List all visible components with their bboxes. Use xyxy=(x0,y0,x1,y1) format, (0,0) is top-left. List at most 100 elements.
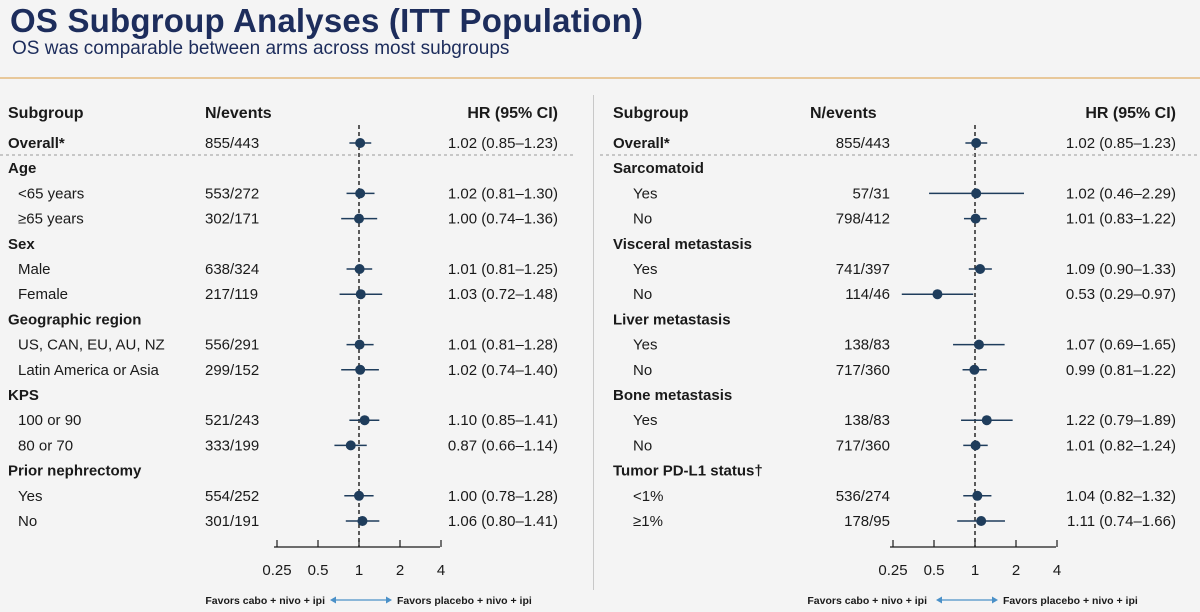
hr-ci-value: 1.07 (0.69–1.65) xyxy=(1066,337,1176,354)
hr-ci-value: 1.09 (0.90–1.33) xyxy=(1066,261,1176,278)
hr-point xyxy=(355,289,366,300)
subgroup-label: Male xyxy=(18,261,51,278)
arrow-left-head xyxy=(936,596,942,604)
hr-point xyxy=(975,264,986,274)
hr-point xyxy=(355,138,366,148)
n-events-value: 717/360 xyxy=(836,437,890,454)
hr-point xyxy=(981,415,992,426)
x-tick-label: 0.25 xyxy=(878,562,907,579)
subgroup-heading: Geographic region xyxy=(8,311,141,328)
slide-subtitle: OS was comparable between arms across mo… xyxy=(12,38,510,59)
subgroup-label: Yes xyxy=(633,412,657,429)
subgroup-heading: Tumor PD-L1 status† xyxy=(613,463,763,480)
hr-ci-value: 1.02 (0.85–1.23) xyxy=(1066,135,1176,152)
subgroup-label: Yes xyxy=(633,337,657,354)
hr-ci-value: 1.03 (0.72–1.48) xyxy=(448,286,558,303)
hr-point xyxy=(970,213,981,224)
hr-point xyxy=(354,490,364,501)
hr-point xyxy=(355,364,366,375)
column-header: N/events xyxy=(810,105,877,122)
column-header: Subgroup xyxy=(8,105,84,122)
hr-ci-value: 0.99 (0.81–1.22) xyxy=(1066,362,1176,379)
hr-point xyxy=(976,516,987,526)
x-tick-label: 2 xyxy=(1012,562,1020,579)
hr-point xyxy=(971,138,982,148)
hr-ci-value: 1.11 (0.74–1.66) xyxy=(1067,513,1176,530)
subgroup-label: No xyxy=(633,286,652,303)
hr-ci-value: 1.01 (0.83–1.22) xyxy=(1066,211,1176,228)
hr-ci-value: 1.02 (0.74–1.40) xyxy=(448,362,558,379)
hr-ci-value: 1.04 (0.82–1.32) xyxy=(1066,488,1176,505)
n-events-value: 178/95 xyxy=(844,513,890,530)
subgroup-heading: KPS xyxy=(8,387,39,404)
hr-ci-value: 0.53 (0.29–0.97) xyxy=(1066,286,1176,303)
subgroup-heading: Bone metastasis xyxy=(613,387,732,404)
hr-point xyxy=(355,188,366,199)
subgroup-label: 80 or 70 xyxy=(18,437,73,454)
hr-point xyxy=(354,213,364,224)
hr-point xyxy=(971,188,982,199)
n-events-value: 855/443 xyxy=(836,135,890,152)
n-events-value: 717/360 xyxy=(836,362,890,379)
subgroup-heading: Liver metastasis xyxy=(613,311,731,328)
n-events-value: 536/274 xyxy=(836,488,890,505)
subgroup-label: Yes xyxy=(633,185,657,202)
subgroup-label: No xyxy=(633,211,652,228)
n-events-value: 138/83 xyxy=(844,337,890,354)
column-header: HR (95% CI) xyxy=(467,105,558,122)
favors-left-label: Favors cabo + nivo + ipi xyxy=(205,595,325,607)
subgroup-label: ≥65 years xyxy=(18,211,84,228)
x-tick-label: 1 xyxy=(355,562,363,579)
n-events-value: 556/291 xyxy=(205,337,259,354)
subgroup-heading: Sex xyxy=(8,236,35,253)
column-header: N/events xyxy=(205,105,272,122)
column-header: Subgroup xyxy=(613,105,689,122)
hr-point xyxy=(357,516,368,526)
subgroup-label: Overall* xyxy=(613,135,670,152)
hr-point xyxy=(345,440,356,451)
n-events-value: 521/243 xyxy=(205,412,259,429)
subgroup-label: <65 years xyxy=(18,185,84,202)
n-events-value: 798/412 xyxy=(836,211,890,228)
hr-ci-value: 1.06 (0.80–1.41) xyxy=(448,513,558,530)
n-events-value: 138/83 xyxy=(844,412,890,429)
hr-point xyxy=(932,289,943,300)
subgroup-label: US, CAN, EU, AU, NZ xyxy=(18,337,165,354)
subgroup-label: No xyxy=(633,362,652,379)
hr-point xyxy=(974,339,985,350)
hr-point xyxy=(354,339,365,350)
n-events-value: 553/272 xyxy=(205,185,259,202)
subgroup-heading: Sarcomatoid xyxy=(613,160,704,177)
hr-ci-value: 1.00 (0.74–1.36) xyxy=(448,211,558,228)
arrow-right-head xyxy=(386,596,392,604)
hr-ci-value: 1.02 (0.46–2.29) xyxy=(1066,185,1176,202)
hr-point xyxy=(354,264,365,274)
subgroup-heading: Age xyxy=(8,160,36,177)
hr-ci-value: 1.01 (0.82–1.24) xyxy=(1066,437,1176,454)
favors-right-label: Favors placebo + nivo + ipi xyxy=(397,595,532,607)
favors-right-label: Favors placebo + nivo + ipi xyxy=(1003,595,1138,607)
n-events-value: 302/171 xyxy=(205,211,259,228)
subgroup-label: <1% xyxy=(633,488,663,505)
hr-ci-value: 1.02 (0.81–1.30) xyxy=(448,185,558,202)
subgroup-label: 100 or 90 xyxy=(18,412,81,429)
x-tick-label: 0.25 xyxy=(262,562,291,579)
hr-ci-value: 1.10 (0.85–1.41) xyxy=(448,412,558,429)
subgroup-label: Female xyxy=(18,286,68,303)
n-events-value: 301/191 xyxy=(205,513,259,530)
n-events-value: 554/252 xyxy=(205,488,259,505)
slide-title: OS Subgroup Analyses (ITT Population) xyxy=(10,2,644,39)
subgroup-heading: Visceral metastasis xyxy=(613,236,752,253)
x-tick-label: 2 xyxy=(396,562,404,579)
hr-ci-value: 1.02 (0.85–1.23) xyxy=(448,135,558,152)
n-events-value: 638/324 xyxy=(205,261,259,278)
n-events-value: 333/199 xyxy=(205,437,259,454)
subgroup-heading: Prior nephrectomy xyxy=(8,463,142,480)
hr-ci-value: 1.22 (0.79–1.89) xyxy=(1066,412,1176,429)
subgroup-label: No xyxy=(633,437,652,454)
subgroup-label: Yes xyxy=(18,488,42,505)
subgroup-label: No xyxy=(18,513,37,530)
arrow-left-head xyxy=(330,596,336,604)
n-events-value: 855/443 xyxy=(205,135,259,152)
n-events-value: 114/46 xyxy=(845,286,890,303)
